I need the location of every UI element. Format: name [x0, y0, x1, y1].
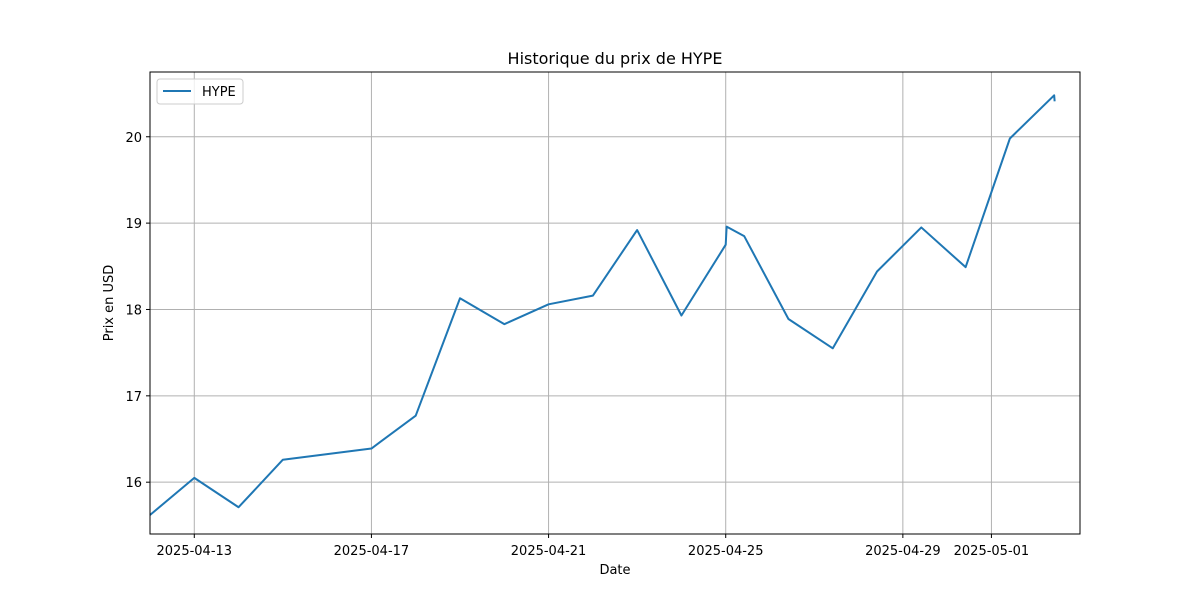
y-tick-label: 18	[125, 303, 142, 318]
y-tick-label: 19	[125, 217, 142, 232]
y-axis: 16 17 18 19 20	[125, 131, 150, 491]
y-tick-label: 20	[125, 131, 142, 146]
y-axis-label: Prix en USD	[102, 265, 117, 342]
x-tick-label: 2025-04-21	[511, 544, 587, 559]
legend: HYPE	[156, 78, 244, 105]
grid	[150, 72, 1080, 534]
plot-frame	[149, 71, 1081, 535]
x-axis-label: Date	[599, 563, 630, 578]
y-tick-label: 17	[125, 390, 142, 405]
x-tick-label: 2025-04-25	[688, 544, 764, 559]
x-tick-label: 2025-04-17	[334, 544, 410, 559]
legend-label: HYPE	[202, 85, 236, 100]
y-tick-label: 16	[125, 476, 142, 491]
chart-title: Historique du prix de HYPE	[508, 49, 723, 68]
series-line-hype	[149, 94, 1056, 516]
x-axis: 2025-04-13 2025-04-17 2025-04-21 2025-04-25…	[157, 534, 1030, 559]
series-layer	[149, 94, 1056, 516]
x-tick-label: 2025-05-01	[954, 544, 1030, 559]
legend-box	[156, 78, 244, 105]
x-tick-label: 2025-04-13	[157, 544, 233, 559]
x-tick-label: 2025-04-29	[865, 544, 941, 559]
